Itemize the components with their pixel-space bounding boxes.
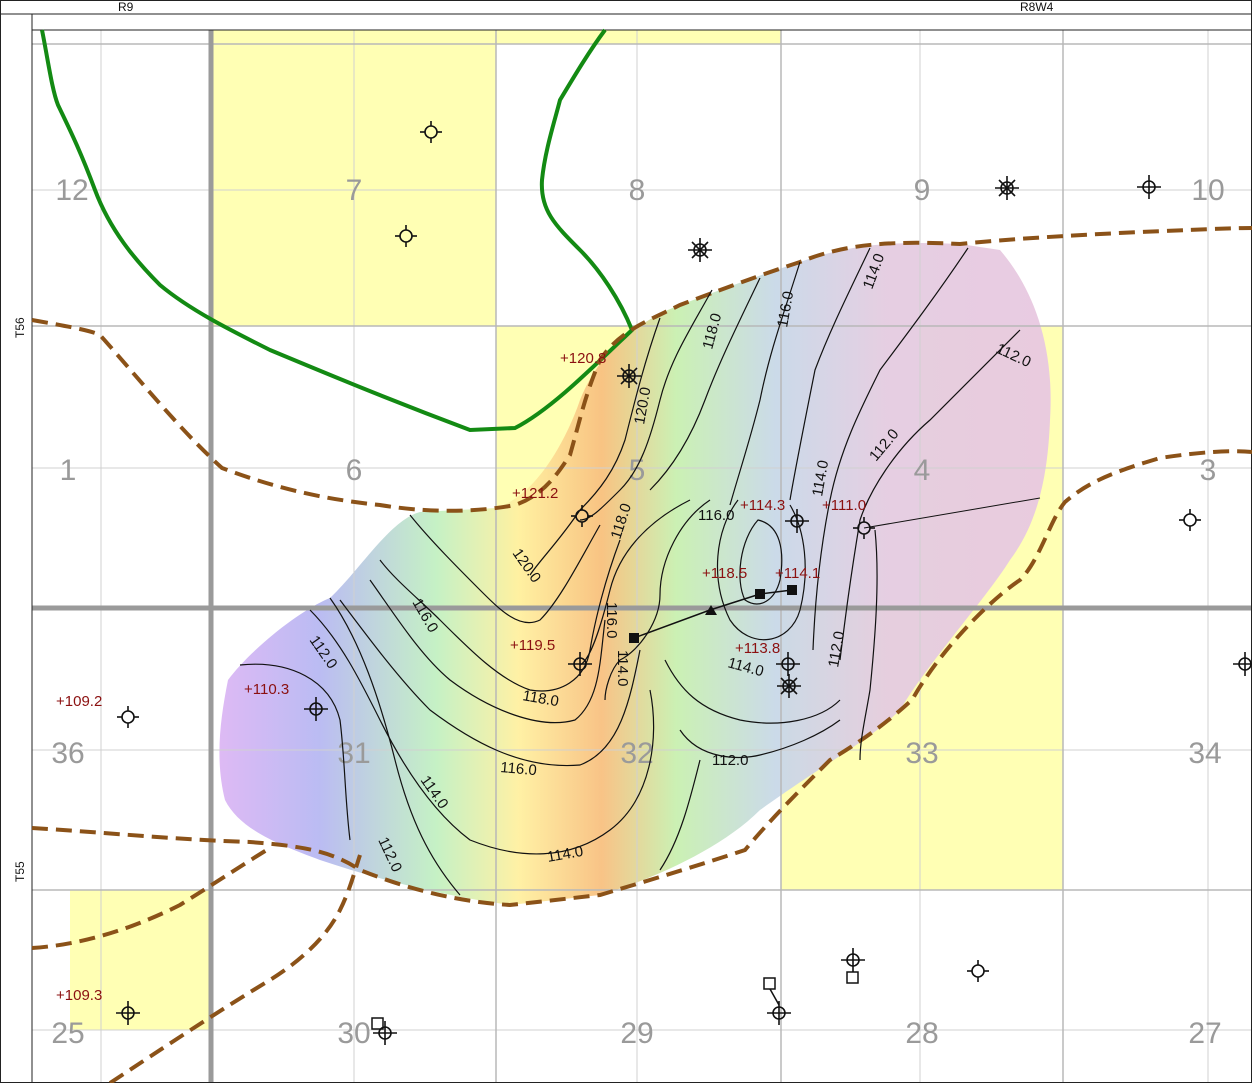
- well-value-label: +114.3: [740, 497, 785, 514]
- contour-label: 116.0: [698, 507, 734, 524]
- well-value-label: +113.8: [735, 640, 780, 657]
- well-value-label: +109.2: [56, 693, 102, 710]
- section-number: 8: [629, 174, 646, 207]
- dashed-boundaries: [31, 226, 1252, 1083]
- township-lines: [32, 30, 1252, 1083]
- well-value-label: +120.8: [560, 350, 606, 367]
- section-number: 30: [337, 1017, 370, 1050]
- well-square-icon: [846, 971, 859, 984]
- well-path: [709, 593, 761, 611]
- township-label-bottom: T55: [13, 861, 27, 882]
- contour-label: 116.0: [500, 759, 538, 779]
- well-value-label: +118.5: [702, 565, 747, 582]
- contour-label: 120.0: [631, 386, 654, 426]
- range-label-right: R8W4: [1020, 0, 1054, 14]
- well-value-label: +114.1: [775, 565, 820, 582]
- boundary-lower: [31, 449, 1252, 908]
- well-path: [633, 609, 711, 639]
- well-bottom-icon: [787, 585, 797, 595]
- well-bottom-icon: [755, 589, 765, 599]
- well-square-icon: [763, 977, 776, 990]
- section-numbers: 12 7 8 9 10 1 6 5 4 3 36 31 32 33 34 25 …: [51, 174, 1224, 1050]
- well-value-label: +119.5: [510, 637, 555, 654]
- well-value-label: +109.3: [56, 987, 102, 1004]
- section-number: 27: [1188, 1017, 1221, 1050]
- triangle-marker-icon: [705, 605, 717, 615]
- well-square-icon: [371, 1017, 384, 1030]
- section-number: 6: [346, 454, 363, 487]
- contour-label: 114.0: [546, 843, 585, 866]
- contour-label: 112.0: [712, 752, 748, 769]
- section-number: 28: [905, 1017, 938, 1050]
- section-lines: [32, 30, 1252, 1083]
- contour-label: 116.0: [603, 602, 620, 638]
- contour-label: 116.0: [774, 290, 797, 329]
- section-number: 3: [1200, 454, 1217, 487]
- section-number: 1: [60, 454, 77, 487]
- well-path: [759, 589, 793, 595]
- section-number: 10: [1191, 174, 1224, 207]
- well-value-label: +121.2: [512, 485, 558, 502]
- section-number: 36: [51, 737, 84, 770]
- grid-lines: [32, 30, 1252, 1083]
- well-bottom-icon: [629, 633, 639, 643]
- well-symbols: [115, 120, 1252, 1046]
- boundary-southwest-b: [108, 854, 362, 1083]
- contour-label: 114.0: [809, 459, 832, 498]
- section-number: 5: [629, 454, 646, 487]
- range-label-left: R9: [118, 0, 134, 14]
- township-label-top: T56: [13, 317, 27, 338]
- well-path: [863, 497, 1041, 529]
- well-value-label: +110.3: [244, 681, 289, 698]
- section-number: 12: [55, 174, 88, 207]
- section-number: 34: [1188, 737, 1221, 770]
- well-value-labels: +120.8 +121.2 +114.3 +111.0 +118.5 +114.…: [56, 350, 866, 1004]
- section-number: 4: [914, 454, 931, 487]
- contour-lines: [239, 247, 1021, 896]
- boundary-southwest-a: [31, 846, 272, 950]
- section-number: 33: [905, 737, 938, 770]
- section-number: 7: [346, 174, 363, 207]
- contour-label: 118.0: [521, 687, 560, 710]
- section-number: 9: [914, 174, 931, 207]
- contour-label: 114.0: [614, 650, 631, 686]
- section-number: 25: [51, 1017, 84, 1050]
- green-boundary-line: [40, 28, 635, 433]
- section-number: 32: [620, 737, 653, 770]
- section-number: 29: [620, 1017, 653, 1050]
- contour-label: 112.0: [825, 630, 848, 669]
- surface-fill: [219, 242, 1051, 905]
- well-value-label: +111.0: [822, 497, 866, 514]
